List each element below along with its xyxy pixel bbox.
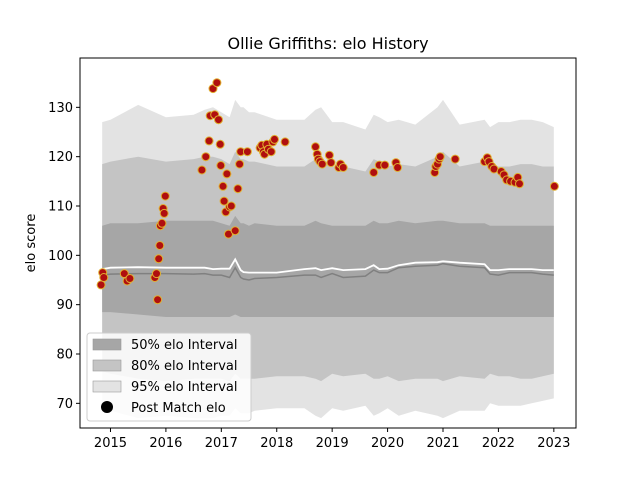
- chart-title: Ollie Griffiths: elo History: [227, 34, 428, 53]
- legend-band-swatch: [92, 338, 122, 351]
- legend-label: Post Match elo: [131, 401, 226, 416]
- y-axis-label: elo score: [24, 214, 39, 273]
- post-match-point: [369, 168, 379, 177]
- y-tick-label: 70: [56, 397, 73, 412]
- post-match-point: [226, 201, 236, 211]
- post-match-point: [96, 280, 106, 290]
- x-tick-label: 2015: [94, 436, 127, 451]
- y-tick-label: 110: [48, 200, 73, 215]
- y-tick-label: 90: [56, 298, 73, 313]
- post-match-point: [159, 208, 169, 218]
- post-match-point: [242, 147, 252, 157]
- mean-line: [102, 262, 554, 281]
- post-match-point: [155, 241, 165, 250]
- post-match-points: [96, 78, 559, 305]
- post-match-point: [393, 163, 403, 172]
- post-match-point: [326, 158, 336, 168]
- post-match-point: [435, 152, 445, 162]
- x-tick-label: 2016: [149, 436, 182, 451]
- legend-marker-swatch: [101, 401, 113, 413]
- y-tick-label: 120: [48, 150, 73, 165]
- legend: 50% elo Interval 80% elo Interval 95% elo …: [86, 332, 252, 422]
- post-match-point: [233, 184, 243, 194]
- post-match-point: [152, 269, 161, 279]
- x-tick-label: 2017: [205, 436, 238, 451]
- post-match-point: [235, 159, 245, 169]
- post-match-point: [157, 218, 167, 228]
- y-tick-label: 130: [48, 101, 73, 116]
- band-50: [102, 215, 554, 317]
- post-match-point: [154, 254, 164, 264]
- post-match-point: [218, 181, 228, 191]
- post-match-point: [219, 196, 229, 206]
- post-match-point: [160, 191, 170, 201]
- post-match-point: [215, 139, 225, 149]
- x-tick-label: 2022: [482, 436, 515, 451]
- legend-label: 95% elo Interval: [131, 380, 238, 395]
- post-match-point: [99, 273, 109, 282]
- post-match-point: [222, 169, 232, 179]
- plot-frame: [79, 57, 577, 429]
- legend-band-swatch: [92, 380, 122, 393]
- post-match-point: [266, 147, 276, 157]
- x-tick-label: 2021: [426, 436, 459, 451]
- x-tick-label: 2019: [316, 436, 349, 451]
- post-match-point: [270, 134, 279, 144]
- post-match-point: [317, 159, 327, 169]
- post-match-point: [324, 150, 334, 160]
- post-match-point: [201, 152, 211, 162]
- legend-label: 80% elo Interval: [131, 359, 238, 374]
- post-match-point: [280, 137, 290, 147]
- post-match-point: [380, 160, 390, 170]
- post-match-point: [216, 161, 226, 170]
- post-match-point: [125, 274, 135, 283]
- post-match-point: [204, 136, 214, 146]
- post-match-point: [153, 295, 163, 305]
- median-line: [102, 257, 554, 274]
- y-axis: 70 80 90 100 110 120 130: [48, 101, 80, 412]
- x-tick-label: 2018: [260, 436, 293, 451]
- x-tick-label: 2023: [537, 436, 570, 451]
- post-match-point: [214, 115, 223, 125]
- legend-label: 50% elo Interval: [131, 338, 238, 353]
- trend-lines: [102, 257, 554, 281]
- post-match-point: [212, 78, 222, 88]
- legend-box: [86, 332, 252, 422]
- y-tick-label: 100: [48, 249, 73, 264]
- post-match-point: [197, 165, 207, 175]
- post-match-point: [311, 142, 320, 152]
- post-match-point: [450, 154, 460, 164]
- post-match-point: [338, 163, 348, 172]
- post-match-point: [230, 226, 240, 236]
- post-match-point: [549, 181, 559, 191]
- x-tick-label: 2020: [371, 436, 404, 451]
- y-tick-label: 80: [56, 348, 73, 363]
- legend-band-swatch: [92, 359, 122, 372]
- x-axis: 2015 2016 2017 2018 2019 2020 2021 2022 2023: [94, 428, 570, 451]
- post-match-point: [515, 179, 524, 189]
